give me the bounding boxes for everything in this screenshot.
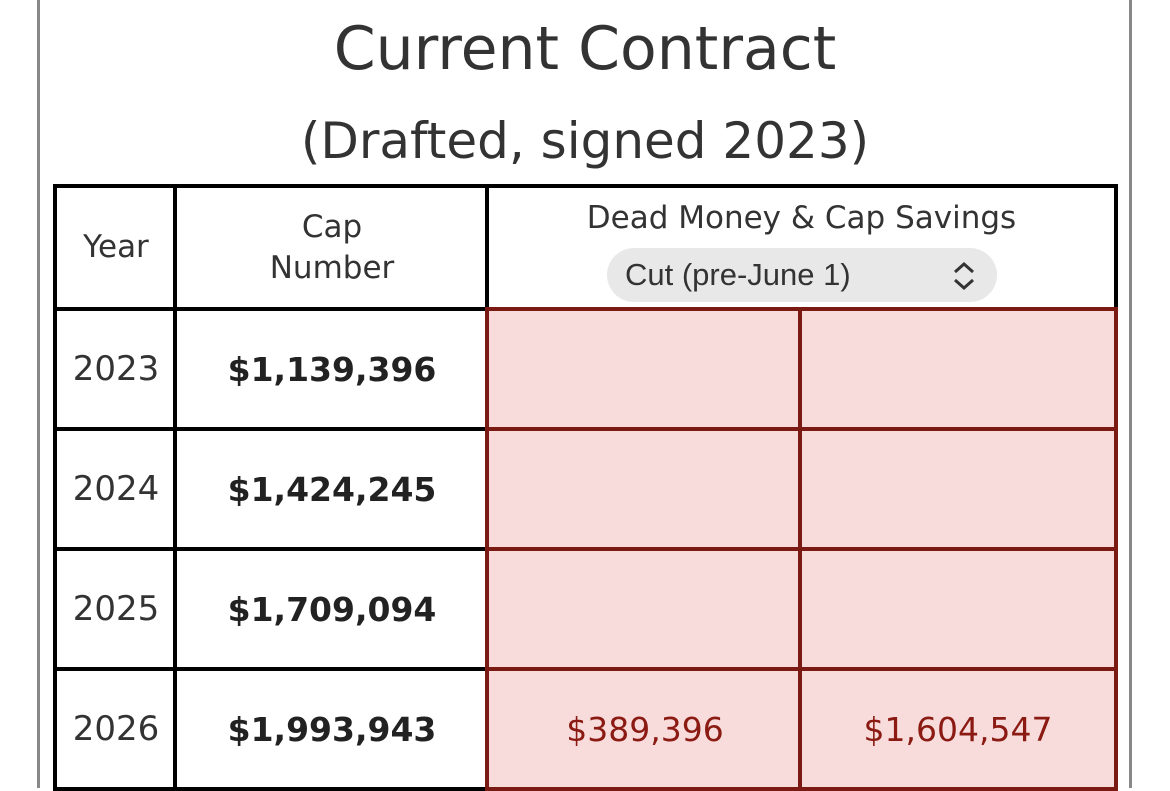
cell-text: 2025 [72,589,160,629]
table-cell: 2025 [53,547,179,671]
table-cell: 2024 [53,427,179,551]
table-cell: $1,604,547 [798,667,1118,791]
cell-text: $1,709,094 [227,589,437,629]
cell-text: $1,424,245 [227,469,437,509]
table-cell [485,307,805,431]
table-cell: $1,424,245 [173,427,491,551]
header-text: Year [83,229,149,266]
cell-text: $389,396 [566,709,724,749]
table-cell [485,547,805,671]
cell-text: 2026 [72,709,160,749]
cut-select[interactable]: Cut (pre-June 1) [607,248,997,302]
cell-text: $1,604,547 [863,709,1053,749]
cell-text: 2024 [72,469,160,509]
title: Current Contract [333,14,837,84]
table-cell: $1,993,943 [173,667,491,791]
table-cell [485,427,805,551]
header-text: Dead Money & Cap Savings [586,200,1017,236]
cell-text: $1,993,943 [227,709,437,749]
frame-left [37,0,40,788]
table-cell: $1,139,396 [173,307,491,431]
table-cell: $389,396 [485,667,805,791]
table-cell [798,307,1118,431]
select-chevron [954,261,974,291]
header-text: Cap Number [269,209,395,286]
frame-right [1129,0,1132,788]
column-header: Cap Number [173,184,491,311]
subtitle: (Drafted, signed 2023) [300,112,870,170]
table-cell: 2023 [53,307,179,431]
table-cell: 2026 [53,667,179,791]
column-header: Year [53,184,179,311]
cell-text: $1,139,396 [227,349,437,389]
select-text: Cut (pre-June 1) [625,257,851,292]
cell-text: 2023 [72,349,160,389]
table-cell [798,427,1118,551]
table-cell: $1,709,094 [173,547,491,671]
table-cell [798,547,1118,671]
